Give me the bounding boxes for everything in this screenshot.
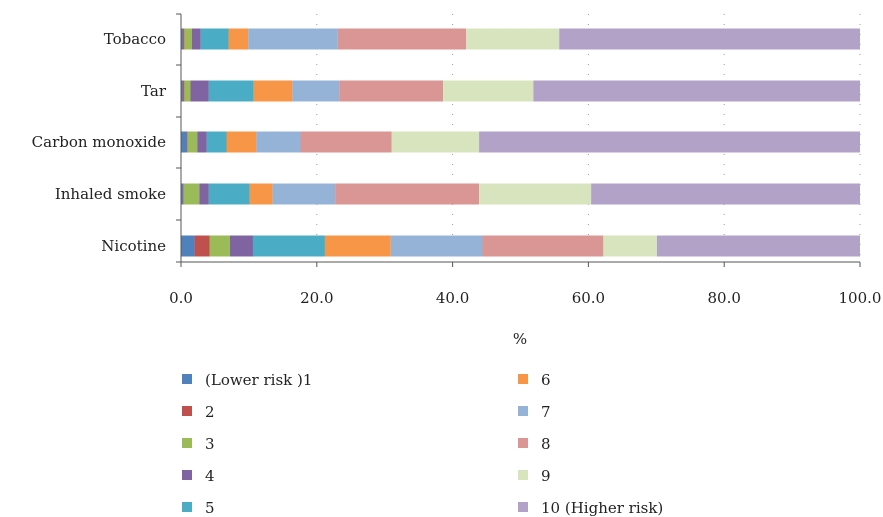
bar-segment (206, 131, 227, 153)
category-label: Nicotine (101, 237, 166, 255)
bar-segment (249, 183, 273, 205)
bar-segment (191, 28, 201, 50)
legend-label: 8 (541, 435, 551, 453)
legend-swatch (182, 502, 192, 512)
bar-segment (337, 28, 467, 50)
x-tick-label: 60.0 (572, 289, 605, 307)
bar-segment (479, 131, 860, 153)
bar-segment (482, 235, 604, 257)
bar-segment (603, 235, 657, 257)
bar-segment (292, 80, 340, 102)
legend-label: 3 (205, 435, 215, 453)
legend-label: (Lower risk )1 (205, 371, 312, 389)
bar-segment (181, 131, 188, 153)
bar-segment (181, 80, 184, 102)
bar-segment (181, 235, 195, 257)
legend-label: 5 (205, 499, 215, 517)
category-label: Tar (141, 82, 167, 100)
bar-segment (390, 235, 483, 257)
x-tick-labels: 0.0 20.0 40.0 60.0 80.0 100.0 (169, 289, 881, 307)
bar-segment (226, 131, 257, 153)
bar-segment (208, 183, 250, 205)
bar-segment (443, 80, 534, 102)
bar-segment (184, 80, 191, 102)
legend: (Lower risk )1 2 3 4 5 6 7 8 9 10 (Higher risk) (182, 371, 663, 517)
bar-segment (656, 235, 860, 257)
bar-segment (391, 131, 480, 153)
bar-segment (479, 183, 592, 205)
x-tick-label: 80.0 (707, 289, 740, 307)
bar-segment (181, 183, 184, 205)
bar-segment (183, 80, 185, 102)
bar-segment (533, 80, 860, 102)
bar-segment (197, 131, 207, 153)
legend-swatch (182, 470, 192, 480)
x-tick-label: 0.0 (169, 289, 193, 307)
legend-label: 9 (541, 467, 551, 485)
x-tick-label: 40.0 (436, 289, 469, 307)
bars (181, 28, 860, 257)
legend-label: 7 (541, 403, 551, 421)
legend-swatch (182, 406, 192, 416)
bar-segment (200, 28, 229, 50)
legend-swatch (182, 374, 192, 384)
bar-segment (194, 235, 210, 257)
bar-segment (183, 183, 200, 205)
bar-segment (256, 131, 301, 153)
legend-swatch (518, 374, 528, 384)
category-label: Carbon monoxide (32, 133, 166, 151)
bar-segment (591, 183, 860, 205)
legend-label: 6 (541, 371, 551, 389)
bar-segment (184, 28, 192, 50)
category-label: Inhaled smoke (55, 185, 166, 203)
bar-segment (272, 183, 336, 205)
bar-segment (253, 80, 293, 102)
legend-swatch (518, 438, 528, 448)
x-tick-label: 20.0 (300, 289, 333, 307)
bar-segment (209, 235, 230, 257)
axes (176, 13, 861, 267)
legend-swatch (182, 438, 192, 448)
bar-segment (187, 131, 188, 153)
x-tick-label: 100.0 (839, 289, 882, 307)
bar-segment (559, 28, 860, 50)
bar-segment (183, 28, 185, 50)
legend-swatch (518, 470, 528, 480)
legend-swatch (518, 502, 528, 512)
category-label: Tobacco (104, 30, 166, 48)
bar-segment (248, 28, 338, 50)
bar-segment (183, 183, 184, 205)
bar-segment (252, 235, 325, 257)
bar-segment (187, 131, 198, 153)
bar-segment (339, 80, 444, 102)
bar-segment (190, 80, 209, 102)
bar-segment (208, 80, 254, 102)
category-labels: Tobacco Tar Carbon monoxide Inhaled smoke Ni… (32, 30, 167, 255)
bar-segment (466, 28, 560, 50)
bar-segment (335, 183, 480, 205)
bar-segment (324, 235, 391, 257)
bar-segment (181, 28, 184, 50)
legend-label: 2 (205, 403, 215, 421)
bar-segment (300, 131, 392, 153)
legend-label: 10 (Higher risk) (541, 499, 663, 517)
legend-swatch (518, 406, 528, 416)
bar-segment (199, 183, 209, 205)
bar-segment (229, 235, 253, 257)
legend-label: 4 (205, 467, 215, 485)
bar-segment (228, 28, 249, 50)
x-axis-title: % (513, 330, 527, 348)
